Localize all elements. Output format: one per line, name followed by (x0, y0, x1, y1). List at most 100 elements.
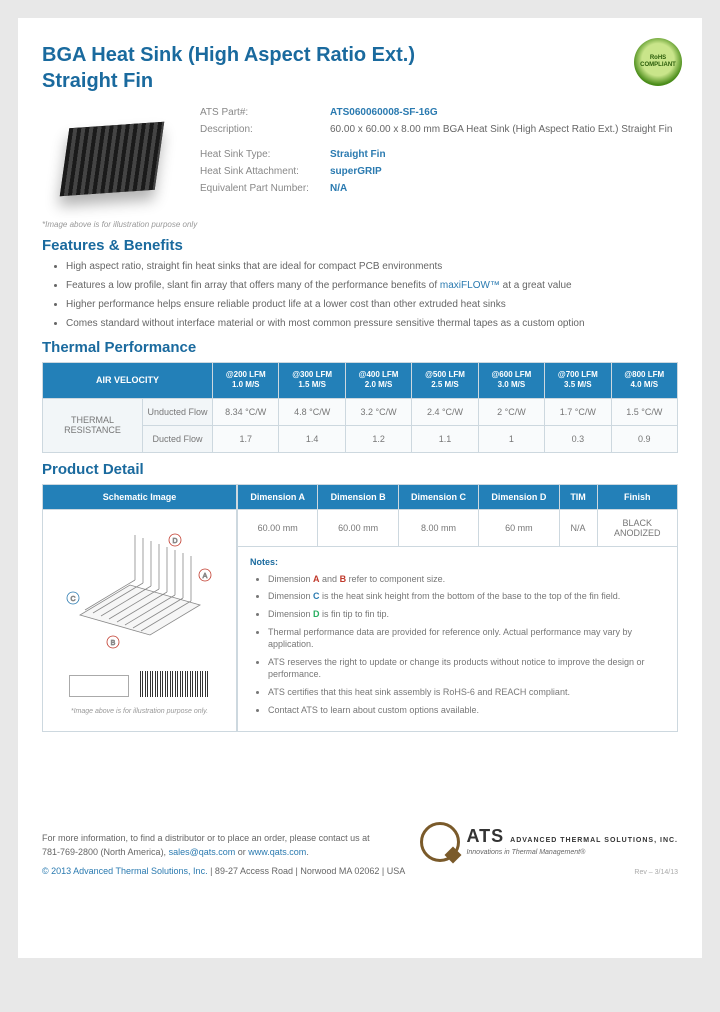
dim-val: 60.00 mm (238, 509, 318, 546)
tcell: 8.34 °C/W (213, 398, 279, 425)
tcell: 1 (478, 425, 544, 452)
thermal-heading: Thermal Performance (42, 339, 678, 356)
dim-val: 8.00 mm (398, 509, 478, 546)
dim-hdr: Dimension C (398, 484, 478, 509)
dim-hdr: Dimension A (238, 484, 318, 509)
header-row: ATS Part#:ATS060060008-SF-16G Descriptio… (42, 104, 678, 214)
col-hdr: @400 LFM2.0 M/S (345, 363, 411, 399)
tcell: 4.8 °C/W (279, 398, 345, 425)
dim-val: N/A (559, 509, 597, 546)
part-value: ATS060060008-SF-16G (330, 107, 438, 118)
col-hdr: @500 LFM2.5 M/S (412, 363, 478, 399)
tcell: 1.2 (345, 425, 411, 452)
heatsink-illustration (57, 117, 167, 202)
note-item: Dimension C is the heat sink height from… (268, 590, 665, 603)
notes-title: Notes: (250, 557, 665, 567)
tcell: 1.1 (412, 425, 478, 452)
features-list: High aspect ratio, straight fin heat sin… (42, 260, 678, 331)
schematic-svg: D A B C (55, 520, 225, 660)
col-hdr: @600 LFM3.0 M/S (478, 363, 544, 399)
svg-text:C: C (70, 596, 75, 603)
page-title-line2: Straight Fin (42, 68, 678, 94)
thermal-table: AIR VELOCITY @200 LFM1.0 M/S @300 LFM1.5… (42, 362, 678, 453)
attach-value: superGRIP (330, 166, 382, 177)
air-velocity-hdr: AIR VELOCITY (43, 363, 213, 399)
or-text: or (238, 847, 249, 857)
col-hdr: @200 LFM1.0 M/S (213, 363, 279, 399)
maxiflow-link[interactable]: maxiFLOW™ (440, 280, 500, 291)
tcell: 2.4 °C/W (412, 398, 478, 425)
datasheet-page: RoHS COMPLIANT BGA Heat Sink (High Aspec… (18, 18, 702, 958)
dim-hdr: Finish (597, 484, 677, 509)
equiv-value: N/A (330, 183, 347, 194)
revision: Rev – 3/14/13 (420, 868, 678, 879)
type-value: Straight Fin (330, 149, 386, 160)
note-item: ATS reserves the right to update or chan… (268, 656, 665, 681)
product-image (42, 104, 182, 214)
tcell: 1.7 (213, 425, 279, 452)
tcell: 0.9 (611, 425, 677, 452)
tcell: 0.3 (545, 425, 611, 452)
email-link[interactable]: sales@qats.com (169, 847, 236, 857)
copyright: © 2013 Advanced Thermal Solutions, Inc. (42, 866, 208, 876)
spec-table: ATS Part#:ATS060060008-SF-16G Descriptio… (200, 104, 678, 214)
thermal-row-label: THERMAL RESISTANCE (43, 398, 143, 452)
schematic-caption: *Image above is for illustration purpose… (53, 708, 226, 715)
footer-left: For more information, to find a distribu… (42, 832, 405, 879)
rohs-text2: COMPLIANT (640, 62, 676, 69)
attach-label: Heat Sink Attachment: (200, 166, 330, 177)
detail-heading: Product Detail (42, 461, 678, 478)
note-item: ATS certifies that this heat sink assemb… (268, 686, 665, 699)
ducted-label: Ducted Flow (143, 425, 213, 452)
desc-value: 60.00 x 60.00 x 8.00 mm BGA Heat Sink (H… (330, 124, 672, 135)
ats-logo: ATS ADVANCED THERMAL SOLUTIONS, INC. Inn… (420, 822, 678, 879)
feature-item: High aspect ratio, straight fin heat sin… (66, 260, 678, 274)
tcell: 1.7 °C/W (545, 398, 611, 425)
feature-item: Higher performance helps ensure reliable… (66, 298, 678, 312)
dimensions-table: Dimension A Dimension B Dimension C Dime… (237, 484, 678, 547)
dim-hdr: TIM (559, 484, 597, 509)
blank-box (69, 675, 129, 697)
phone: 781-769-2800 (North America), (42, 847, 166, 857)
note-item: Contact ATS to learn about custom option… (268, 704, 665, 717)
q-icon (420, 822, 460, 862)
col-hdr: @300 LFM1.5 M/S (279, 363, 345, 399)
tcell: 2 °C/W (478, 398, 544, 425)
dim-val: 60 mm (479, 509, 559, 546)
rohs-badge: RoHS COMPLIANT (634, 38, 682, 86)
notes-box: Notes: Dimension A and B refer to compon… (237, 547, 678, 732)
note-item: Dimension D is fin tip to fin tip. (268, 608, 665, 621)
feature-item: Comes standard without interface materia… (66, 317, 678, 331)
equiv-label: Equivalent Part Number: (200, 183, 330, 194)
features-heading: Features & Benefits (42, 237, 678, 254)
desc-label: Description: (200, 124, 330, 135)
part-label: ATS Part#: (200, 107, 330, 118)
image-caption: *Image above is for illustration purpose… (42, 220, 678, 229)
dim-hdr: Dimension B (318, 484, 398, 509)
svg-text:D: D (172, 538, 177, 545)
schematic-body: D A B C *Image above is for illustration… (43, 510, 236, 725)
tcell: 1.5 °C/W (611, 398, 677, 425)
address: | 89-27 Access Road | Norwood MA 02062 |… (210, 866, 405, 876)
dim-val: BLACK ANODIZED (597, 509, 677, 546)
note-item: Dimension A and B refer to component siz… (268, 573, 665, 586)
web-link[interactable]: www.qats.com (248, 847, 306, 857)
title-block: BGA Heat Sink (High Aspect Ratio Ext.) S… (42, 42, 678, 94)
dim-val: 60.00 mm (318, 509, 398, 546)
svg-text:B: B (110, 640, 115, 647)
barcode-icon (140, 671, 210, 697)
page-title-line1: BGA Heat Sink (High Aspect Ratio Ext.) (42, 42, 678, 68)
tcell: 1.4 (279, 425, 345, 452)
tcell: 3.2 °C/W (345, 398, 411, 425)
detail-right: Dimension A Dimension B Dimension C Dime… (237, 484, 678, 732)
type-label: Heat Sink Type: (200, 149, 330, 160)
unducted-label: Unducted Flow (143, 398, 213, 425)
notes-list: Dimension A and B refer to component siz… (250, 573, 665, 716)
logo-tagline: Innovations in Thermal Management® (466, 849, 585, 856)
schematic-header: Schematic Image (43, 485, 236, 510)
schematic-column: Schematic Image (42, 484, 237, 732)
contact-text: For more information, to find a distribu… (42, 832, 405, 846)
feature-item: Features a low profile, slant fin array … (66, 279, 678, 293)
col-hdr: @700 LFM3.5 M/S (545, 363, 611, 399)
logo-ats: ATS ADVANCED THERMAL SOLUTIONS, INC. (466, 826, 678, 846)
